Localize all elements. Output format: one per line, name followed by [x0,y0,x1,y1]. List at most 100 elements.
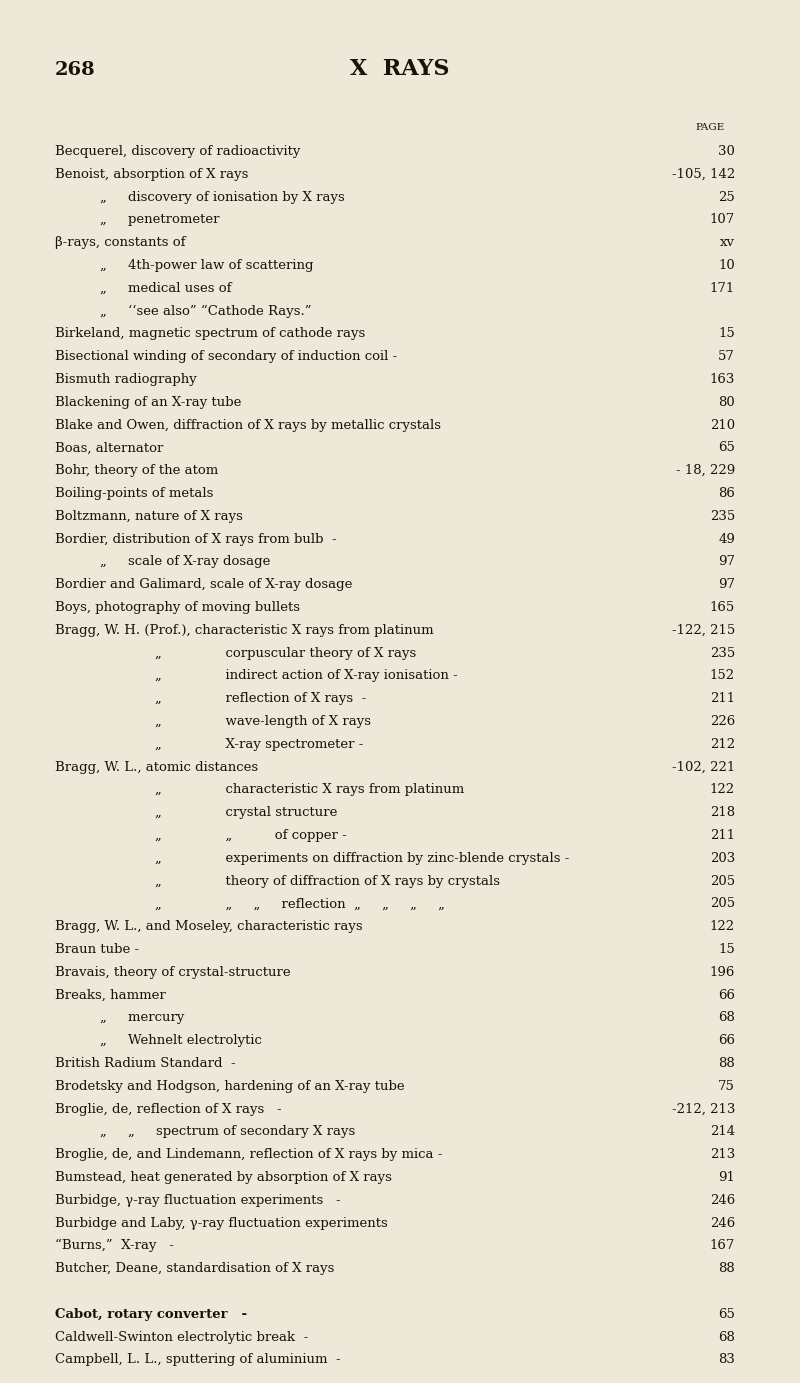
Text: „               characteristic X rays from platinum: „ characteristic X rays from platinum [155,783,464,797]
Text: 167: 167 [710,1239,735,1253]
Text: Campbell, L. L., sputtering of aluminium  -: Campbell, L. L., sputtering of aluminium… [55,1354,341,1366]
Text: Brodetsky and Hodgson, hardening of an X-ray tube: Brodetsky and Hodgson, hardening of an X… [55,1080,405,1093]
Text: 107: 107 [710,213,735,227]
Text: 66: 66 [718,989,735,1001]
Text: „               reflection of X rays  -: „ reflection of X rays - [155,693,366,705]
Text: Benoist, absorption of X rays: Benoist, absorption of X rays [55,167,248,181]
Text: -122, 215: -122, 215 [672,624,735,636]
Text: “Burns,”  X-ray   -: “Burns,” X-ray - [55,1239,174,1253]
Text: 88: 88 [718,1057,735,1070]
Text: Bragg, W. L., and Moseley, characteristic rays: Bragg, W. L., and Moseley, characteristi… [55,920,362,934]
Text: Bragg, W. L., atomic distances: Bragg, W. L., atomic distances [55,761,258,773]
Text: „               experiments on diffraction by zinc-blende crystals -: „ experiments on diffraction by zinc-ble… [155,852,570,864]
Text: Bragg, W. H. (Prof.), characteristic X rays from platinum: Bragg, W. H. (Prof.), characteristic X r… [55,624,434,636]
Text: 68: 68 [718,1330,735,1344]
Text: „               „          of copper -: „ „ of copper - [155,828,346,842]
Text: X  RAYS: X RAYS [350,58,450,80]
Text: 235: 235 [710,510,735,523]
Text: 65: 65 [718,441,735,455]
Text: „     scale of X-ray dosage: „ scale of X-ray dosage [100,556,270,568]
Text: PAGE: PAGE [696,123,725,131]
Text: 30: 30 [718,145,735,158]
Text: Becquerel, discovery of radioactivity: Becquerel, discovery of radioactivity [55,145,300,158]
Text: 122: 122 [710,920,735,934]
Text: Braun tube -: Braun tube - [55,943,139,956]
Text: „     4th-power law of scattering: „ 4th-power law of scattering [100,259,314,272]
Text: Boys, photography of moving bullets: Boys, photography of moving bullets [55,602,300,614]
Text: „               „     „     reflection  „     „     „     „: „ „ „ reflection „ „ „ „ [155,898,445,910]
Text: 246: 246 [710,1194,735,1207]
Text: „               corpuscular theory of X rays: „ corpuscular theory of X rays [155,647,416,660]
Text: 86: 86 [718,487,735,501]
Text: Bisectional winding of secondary of induction coil -: Bisectional winding of secondary of indu… [55,350,398,364]
Text: Bismuth radiography: Bismuth radiography [55,373,197,386]
Text: 163: 163 [710,373,735,386]
Text: 213: 213 [710,1148,735,1162]
Text: Bohr, theory of the atom: Bohr, theory of the atom [55,465,218,477]
Text: 205: 205 [710,874,735,888]
Text: „               X-ray spectrometer -: „ X-ray spectrometer - [155,737,363,751]
Text: -105, 142: -105, 142 [672,167,735,181]
Text: Boas, alternator: Boas, alternator [55,441,163,455]
Text: Bordier and Galimard, scale of X-ray dosage: Bordier and Galimard, scale of X-ray dos… [55,578,352,591]
Text: 203: 203 [710,852,735,864]
Text: „     Wehnelt electrolytic: „ Wehnelt electrolytic [100,1034,262,1047]
Text: 211: 211 [710,693,735,705]
Text: 75: 75 [718,1080,735,1093]
Text: Blake and Owen, diffraction of X rays by metallic crystals: Blake and Owen, diffraction of X rays by… [55,419,441,431]
Text: 165: 165 [710,602,735,614]
Text: „     „     spectrum of secondary X rays: „ „ spectrum of secondary X rays [100,1126,355,1138]
Text: Bumstead, heat generated by absorption of X rays: Bumstead, heat generated by absorption o… [55,1171,392,1184]
Text: -212, 213: -212, 213 [672,1102,735,1116]
Text: 88: 88 [718,1263,735,1275]
Text: - 18, 229: - 18, 229 [676,465,735,477]
Text: „               wave-length of X rays: „ wave-length of X rays [155,715,371,727]
Text: Butcher, Deane, standardisation of X rays: Butcher, Deane, standardisation of X ray… [55,1263,334,1275]
Text: β-rays, constants of: β-rays, constants of [55,236,186,249]
Text: 83: 83 [718,1354,735,1366]
Text: „     penetrometer: „ penetrometer [100,213,219,227]
Text: British Radium Standard  -: British Radium Standard - [55,1057,236,1070]
Text: Boiling-points of metals: Boiling-points of metals [55,487,214,501]
Text: Cabot, rotary converter   -: Cabot, rotary converter - [55,1308,247,1321]
Text: 152: 152 [710,669,735,682]
Text: Birkeland, magnetic spectrum of cathode rays: Birkeland, magnetic spectrum of cathode … [55,328,366,340]
Text: 210: 210 [710,419,735,431]
Text: 211: 211 [710,828,735,842]
Text: 226: 226 [710,715,735,727]
Text: Caldwell-Swinton electrolytic break  -: Caldwell-Swinton electrolytic break - [55,1330,308,1344]
Text: Boltzmann, nature of X rays: Boltzmann, nature of X rays [55,510,243,523]
Text: 214: 214 [710,1126,735,1138]
Text: 97: 97 [718,556,735,568]
Text: 122: 122 [710,783,735,797]
Text: Broglie, de, and Lindemann, reflection of X rays by mica -: Broglie, de, and Lindemann, reflection o… [55,1148,442,1162]
Text: 49: 49 [718,532,735,546]
Text: „               indirect action of X-ray ionisation -: „ indirect action of X-ray ionisation - [155,669,458,682]
Text: Burbidge and Laby, γ-ray fluctuation experiments: Burbidge and Laby, γ-ray fluctuation exp… [55,1217,388,1229]
Text: Bordier, distribution of X rays from bulb  -: Bordier, distribution of X rays from bul… [55,532,337,546]
Text: 91: 91 [718,1171,735,1184]
Text: 212: 212 [710,737,735,751]
Text: „     medical uses of: „ medical uses of [100,282,231,295]
Text: 268: 268 [55,61,96,79]
Text: 10: 10 [718,259,735,272]
Text: 97: 97 [718,578,735,591]
Text: Bravais, theory of crystal-structure: Bravais, theory of crystal-structure [55,965,290,979]
Text: Broglie, de, reflection of X rays   -: Broglie, de, reflection of X rays - [55,1102,282,1116]
Text: 80: 80 [718,396,735,409]
Text: xv: xv [720,236,735,249]
Text: „               theory of diffraction of X rays by crystals: „ theory of diffraction of X rays by cry… [155,874,500,888]
Text: Blackening of an X-ray tube: Blackening of an X-ray tube [55,396,242,409]
Text: 246: 246 [710,1217,735,1229]
Text: Burbidge, γ-ray fluctuation experiments   -: Burbidge, γ-ray fluctuation experiments … [55,1194,341,1207]
Text: 68: 68 [718,1011,735,1025]
Text: Breaks, hammer: Breaks, hammer [55,989,166,1001]
Text: 205: 205 [710,898,735,910]
Text: 235: 235 [710,647,735,660]
Text: „               crystal structure: „ crystal structure [155,806,338,819]
Text: 196: 196 [710,965,735,979]
Text: 15: 15 [718,943,735,956]
Text: „     ‘‘see also” “Cathode Rays.”: „ ‘‘see also” “Cathode Rays.” [100,304,311,318]
Text: 66: 66 [718,1034,735,1047]
Text: -102, 221: -102, 221 [672,761,735,773]
